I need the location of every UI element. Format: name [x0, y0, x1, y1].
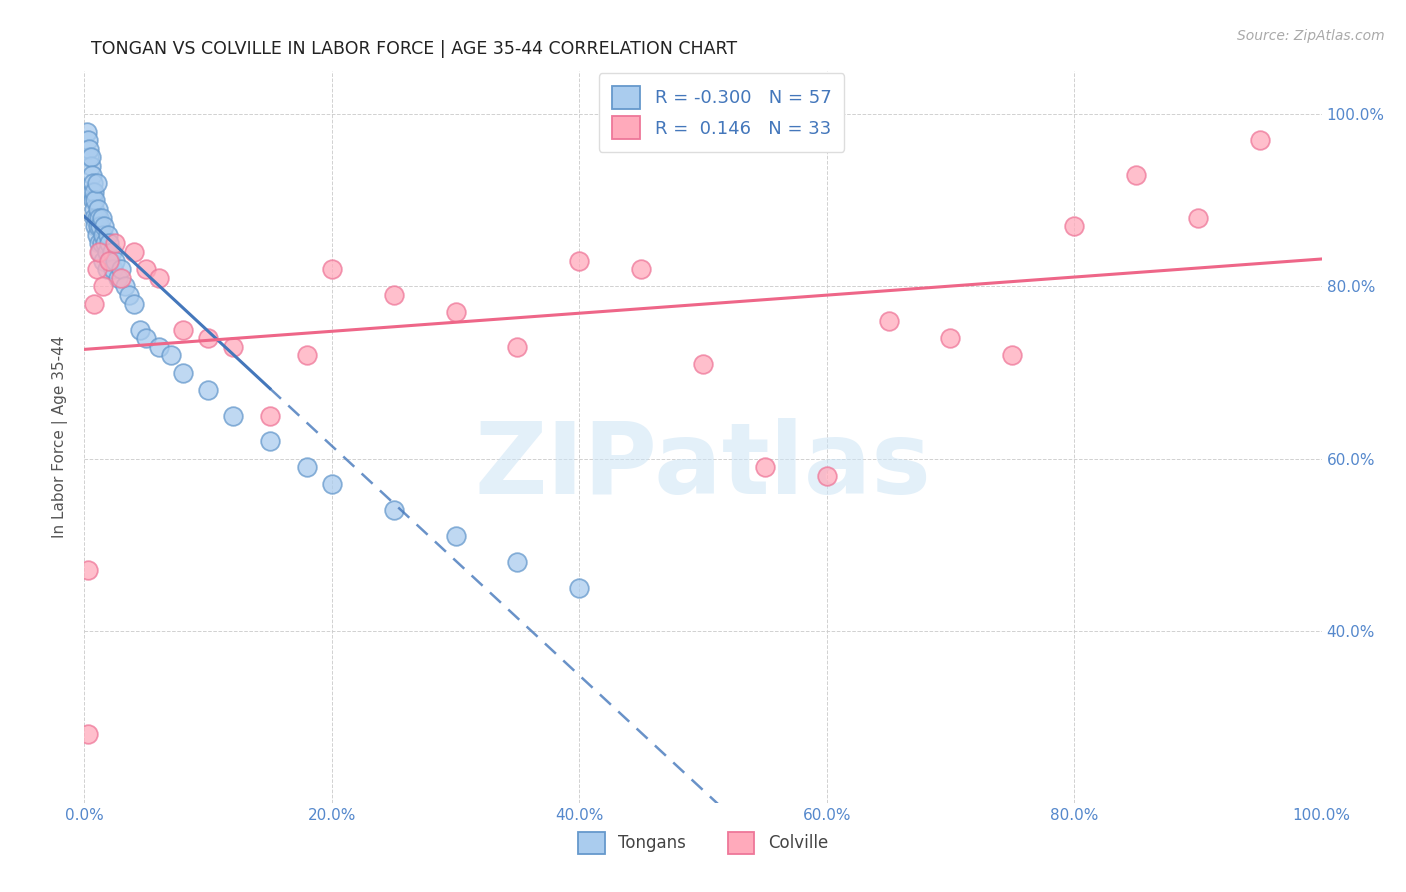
Point — [1249, 133, 1271, 147]
Point — [77, 564, 100, 578]
Point — [83, 202, 105, 216]
Point — [90, 211, 112, 225]
Point — [160, 348, 183, 362]
Point — [1187, 211, 1209, 225]
Point — [84, 194, 107, 208]
Point — [321, 477, 343, 491]
Point — [107, 271, 129, 285]
Point — [76, 125, 98, 139]
Point — [692, 357, 714, 371]
Point — [754, 460, 776, 475]
Point — [630, 262, 652, 277]
Point — [1063, 219, 1085, 234]
Point — [91, 279, 114, 293]
Point — [82, 176, 104, 190]
Point — [84, 219, 107, 234]
Point — [96, 262, 118, 277]
Point — [83, 185, 105, 199]
Legend: Tongans, Colville: Tongans, Colville — [571, 826, 835, 860]
Point — [83, 211, 105, 225]
Point — [91, 253, 114, 268]
Point — [104, 253, 127, 268]
Point — [382, 288, 405, 302]
Point — [1125, 168, 1147, 182]
Point — [321, 262, 343, 277]
Point — [80, 185, 103, 199]
Point — [118, 288, 141, 302]
Point — [80, 168, 103, 182]
Point — [135, 331, 157, 345]
Point — [86, 262, 108, 277]
Point — [568, 581, 591, 595]
Point — [295, 460, 318, 475]
Point — [1001, 348, 1024, 362]
Point — [97, 227, 120, 242]
Point — [129, 322, 152, 336]
Point — [89, 236, 111, 251]
Point — [90, 236, 112, 251]
Point — [444, 305, 467, 319]
Point — [101, 262, 124, 277]
Point — [91, 227, 114, 242]
Point — [259, 409, 281, 423]
Point — [79, 142, 101, 156]
Point — [89, 245, 111, 260]
Point — [815, 468, 838, 483]
Point — [135, 262, 157, 277]
Point — [83, 296, 105, 310]
Point — [114, 279, 136, 293]
Y-axis label: In Labor Force | Age 35-44: In Labor Force | Age 35-44 — [52, 336, 69, 538]
Point — [82, 194, 104, 208]
Point — [77, 727, 100, 741]
Point — [89, 211, 111, 225]
Point — [259, 434, 281, 449]
Point — [86, 227, 108, 242]
Point — [295, 348, 318, 362]
Point — [148, 340, 170, 354]
Point — [568, 253, 591, 268]
Point — [506, 340, 529, 354]
Text: Source: ZipAtlas.com: Source: ZipAtlas.com — [1237, 29, 1385, 43]
Point — [93, 219, 115, 234]
Point — [79, 150, 101, 164]
Text: TONGAN VS COLVILLE IN LABOR FORCE | AGE 35-44 CORRELATION CHART: TONGAN VS COLVILLE IN LABOR FORCE | AGE … — [91, 40, 738, 58]
Point — [122, 296, 145, 310]
Point — [86, 211, 108, 225]
Text: ZIPatlas: ZIPatlas — [475, 417, 931, 515]
Point — [89, 245, 111, 260]
Point — [939, 331, 962, 345]
Point — [444, 529, 467, 543]
Point — [110, 271, 132, 285]
Point — [89, 219, 111, 234]
Point — [222, 409, 245, 423]
Point — [77, 133, 100, 147]
Point — [100, 245, 122, 260]
Point — [506, 555, 529, 569]
Point — [197, 383, 219, 397]
Point — [79, 150, 101, 164]
Point — [110, 262, 132, 277]
Point — [172, 322, 194, 336]
Point — [104, 236, 127, 251]
Point — [222, 340, 245, 354]
Point — [87, 202, 110, 216]
Point — [172, 366, 194, 380]
Point — [148, 271, 170, 285]
Point — [382, 503, 405, 517]
Point — [79, 159, 101, 173]
Point — [98, 236, 121, 251]
Point — [86, 176, 108, 190]
Point — [87, 219, 110, 234]
Point — [197, 331, 219, 345]
Point — [96, 245, 118, 260]
Point — [877, 314, 900, 328]
Point — [122, 245, 145, 260]
Point — [98, 253, 121, 268]
Point — [98, 253, 121, 268]
Point — [94, 236, 117, 251]
